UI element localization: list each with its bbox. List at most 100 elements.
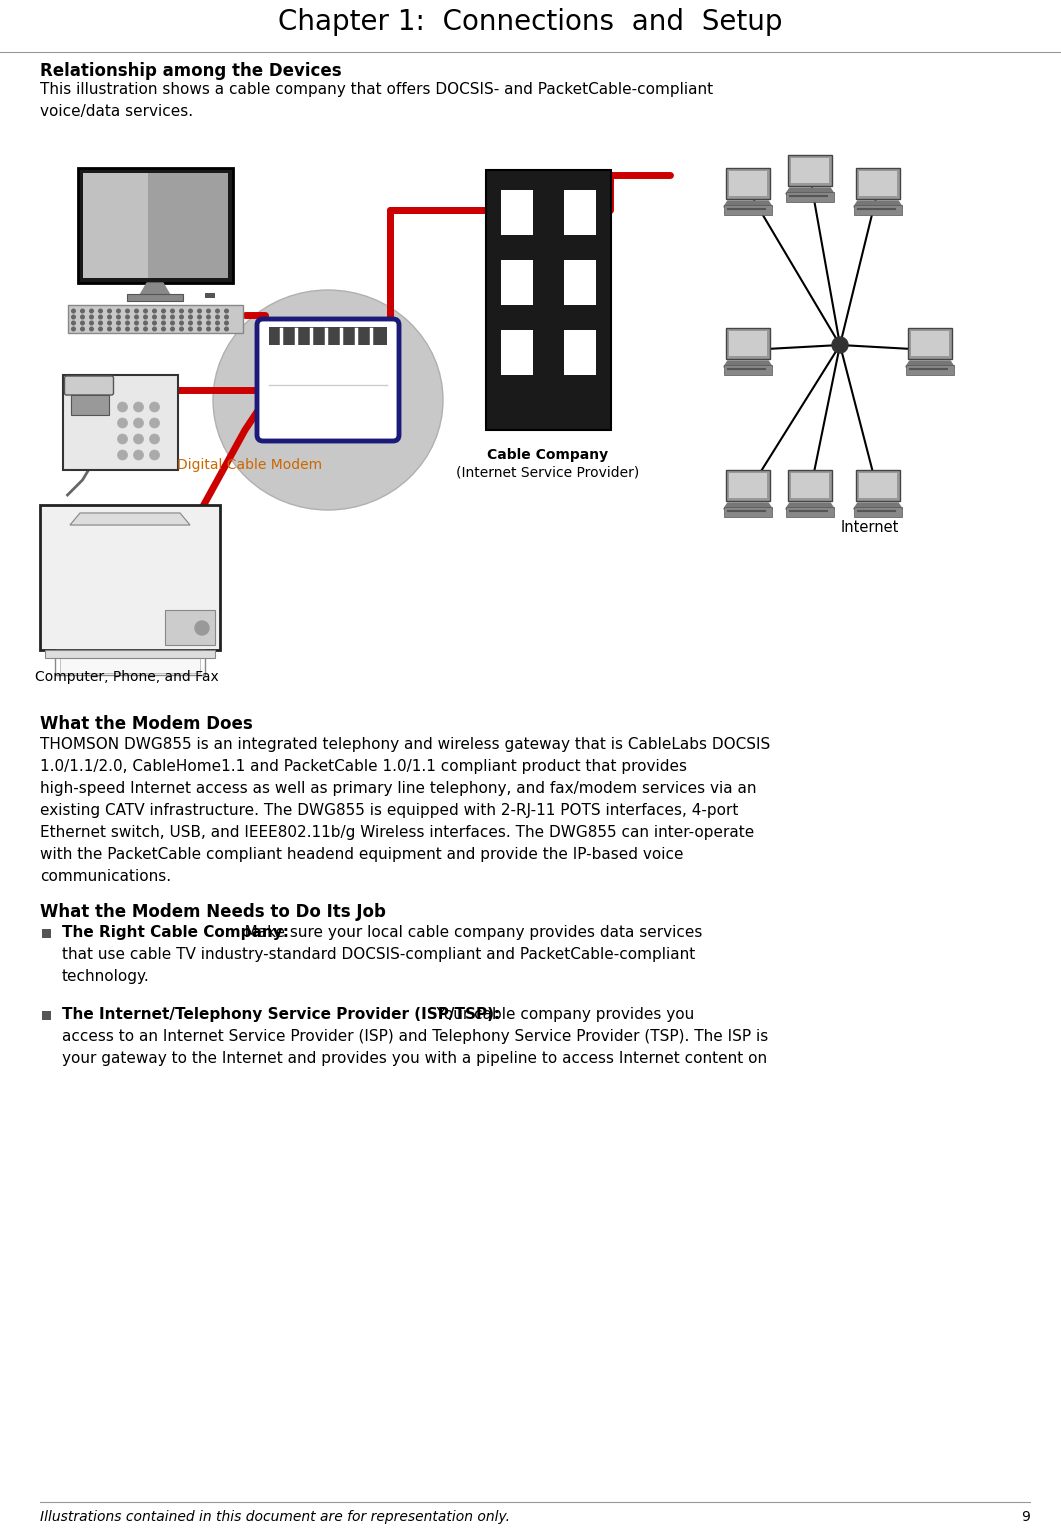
Circle shape xyxy=(134,417,143,428)
Circle shape xyxy=(108,309,111,313)
Text: your gateway to the Internet and provides you with a pipeline to access Internet: your gateway to the Internet and provide… xyxy=(62,1050,767,1066)
Circle shape xyxy=(72,321,75,324)
FancyBboxPatch shape xyxy=(60,654,201,673)
Circle shape xyxy=(153,315,156,320)
Circle shape xyxy=(143,321,147,324)
Circle shape xyxy=(153,321,156,324)
Text: technology.: technology. xyxy=(62,969,150,985)
Circle shape xyxy=(108,327,111,330)
Circle shape xyxy=(197,321,202,324)
Polygon shape xyxy=(786,503,834,509)
Circle shape xyxy=(150,417,159,428)
Circle shape xyxy=(117,309,120,313)
Circle shape xyxy=(108,321,111,324)
Text: (Internet Service Provider): (Internet Service Provider) xyxy=(456,466,640,480)
Circle shape xyxy=(179,321,184,324)
Circle shape xyxy=(150,450,159,460)
Circle shape xyxy=(99,309,102,313)
Circle shape xyxy=(225,321,228,324)
Circle shape xyxy=(125,327,129,330)
Circle shape xyxy=(81,327,84,330)
Circle shape xyxy=(207,327,210,330)
Polygon shape xyxy=(854,200,902,206)
FancyBboxPatch shape xyxy=(205,294,215,298)
Circle shape xyxy=(90,327,93,330)
Circle shape xyxy=(134,434,143,443)
Circle shape xyxy=(161,327,166,330)
Text: 1.0/1.1/2.0, CableHome1.1 and PacketCable 1.0/1.1 compliant product that provide: 1.0/1.1/2.0, CableHome1.1 and PacketCabl… xyxy=(40,758,688,774)
FancyBboxPatch shape xyxy=(729,171,767,196)
FancyBboxPatch shape xyxy=(724,205,772,216)
FancyBboxPatch shape xyxy=(563,260,595,304)
Circle shape xyxy=(90,315,93,320)
Circle shape xyxy=(117,315,120,320)
FancyBboxPatch shape xyxy=(65,376,114,394)
Circle shape xyxy=(99,321,102,324)
Circle shape xyxy=(179,327,184,330)
Circle shape xyxy=(135,309,138,313)
Text: access to an Internet Service Provider (ISP) and Telephony Service Provider (TSP: access to an Internet Service Provider (… xyxy=(62,1029,768,1044)
Circle shape xyxy=(118,417,127,428)
Polygon shape xyxy=(724,200,772,206)
Circle shape xyxy=(81,309,84,313)
Text: Make sure your local cable company provides data services: Make sure your local cable company provi… xyxy=(230,925,702,940)
Circle shape xyxy=(197,327,202,330)
FancyBboxPatch shape xyxy=(563,190,595,235)
FancyBboxPatch shape xyxy=(127,294,182,301)
Circle shape xyxy=(215,315,220,320)
Circle shape xyxy=(171,309,174,313)
Circle shape xyxy=(179,309,184,313)
Circle shape xyxy=(143,309,147,313)
Text: What the Modem Does: What the Modem Does xyxy=(40,716,253,732)
Text: Chapter 1:  Connections  and  Setup: Chapter 1: Connections and Setup xyxy=(278,8,782,37)
Text: The Right Cable Company:: The Right Cable Company: xyxy=(62,925,289,940)
Circle shape xyxy=(215,327,220,330)
FancyBboxPatch shape xyxy=(788,154,832,187)
Circle shape xyxy=(81,315,84,320)
Text: Ethernet switch, USB, and IEEE802.11b/g Wireless interfaces. The DWG855 can inte: Ethernet switch, USB, and IEEE802.11b/g … xyxy=(40,826,754,839)
Circle shape xyxy=(189,321,192,324)
Circle shape xyxy=(189,327,192,330)
Circle shape xyxy=(143,327,147,330)
Polygon shape xyxy=(724,503,772,509)
Circle shape xyxy=(153,309,156,313)
FancyBboxPatch shape xyxy=(63,375,177,469)
Circle shape xyxy=(118,450,127,460)
Circle shape xyxy=(197,309,202,313)
Circle shape xyxy=(215,321,220,324)
Circle shape xyxy=(153,327,156,330)
Polygon shape xyxy=(854,503,902,509)
Ellipse shape xyxy=(213,291,443,511)
Circle shape xyxy=(99,315,102,320)
FancyBboxPatch shape xyxy=(726,329,770,359)
Circle shape xyxy=(225,327,228,330)
Text: What the Modem Needs to Do Its Job: What the Modem Needs to Do Its Job xyxy=(40,904,386,920)
Polygon shape xyxy=(786,188,834,194)
Circle shape xyxy=(81,321,84,324)
Circle shape xyxy=(189,309,192,313)
FancyBboxPatch shape xyxy=(563,330,595,375)
FancyBboxPatch shape xyxy=(83,173,227,278)
FancyBboxPatch shape xyxy=(55,650,205,674)
Circle shape xyxy=(134,402,143,411)
Text: 9: 9 xyxy=(1021,1511,1030,1524)
Circle shape xyxy=(108,315,111,320)
FancyBboxPatch shape xyxy=(45,650,215,657)
Circle shape xyxy=(179,315,184,320)
Circle shape xyxy=(72,315,75,320)
Text: Computer, Phone, and Fax: Computer, Phone, and Fax xyxy=(35,670,219,683)
FancyBboxPatch shape xyxy=(724,508,772,517)
Circle shape xyxy=(125,315,129,320)
FancyBboxPatch shape xyxy=(859,171,897,196)
Text: communications.: communications. xyxy=(40,868,171,884)
Circle shape xyxy=(143,315,147,320)
FancyBboxPatch shape xyxy=(906,365,954,375)
Circle shape xyxy=(225,309,228,313)
FancyBboxPatch shape xyxy=(788,469,832,502)
Text: with the PacketCable compliant headend equipment and provide the IP-based voice: with the PacketCable compliant headend e… xyxy=(40,847,683,862)
Text: voice/data services.: voice/data services. xyxy=(40,104,193,119)
Text: Digital Cable Modem: Digital Cable Modem xyxy=(177,459,323,472)
Circle shape xyxy=(207,315,210,320)
Text: THOMSON DWG855 is an integrated telephony and wireless gateway that is CableLabs: THOMSON DWG855 is an integrated telephon… xyxy=(40,737,770,752)
Text: Illustrations contained in this document are for representation only.: Illustrations contained in this document… xyxy=(40,1511,510,1524)
